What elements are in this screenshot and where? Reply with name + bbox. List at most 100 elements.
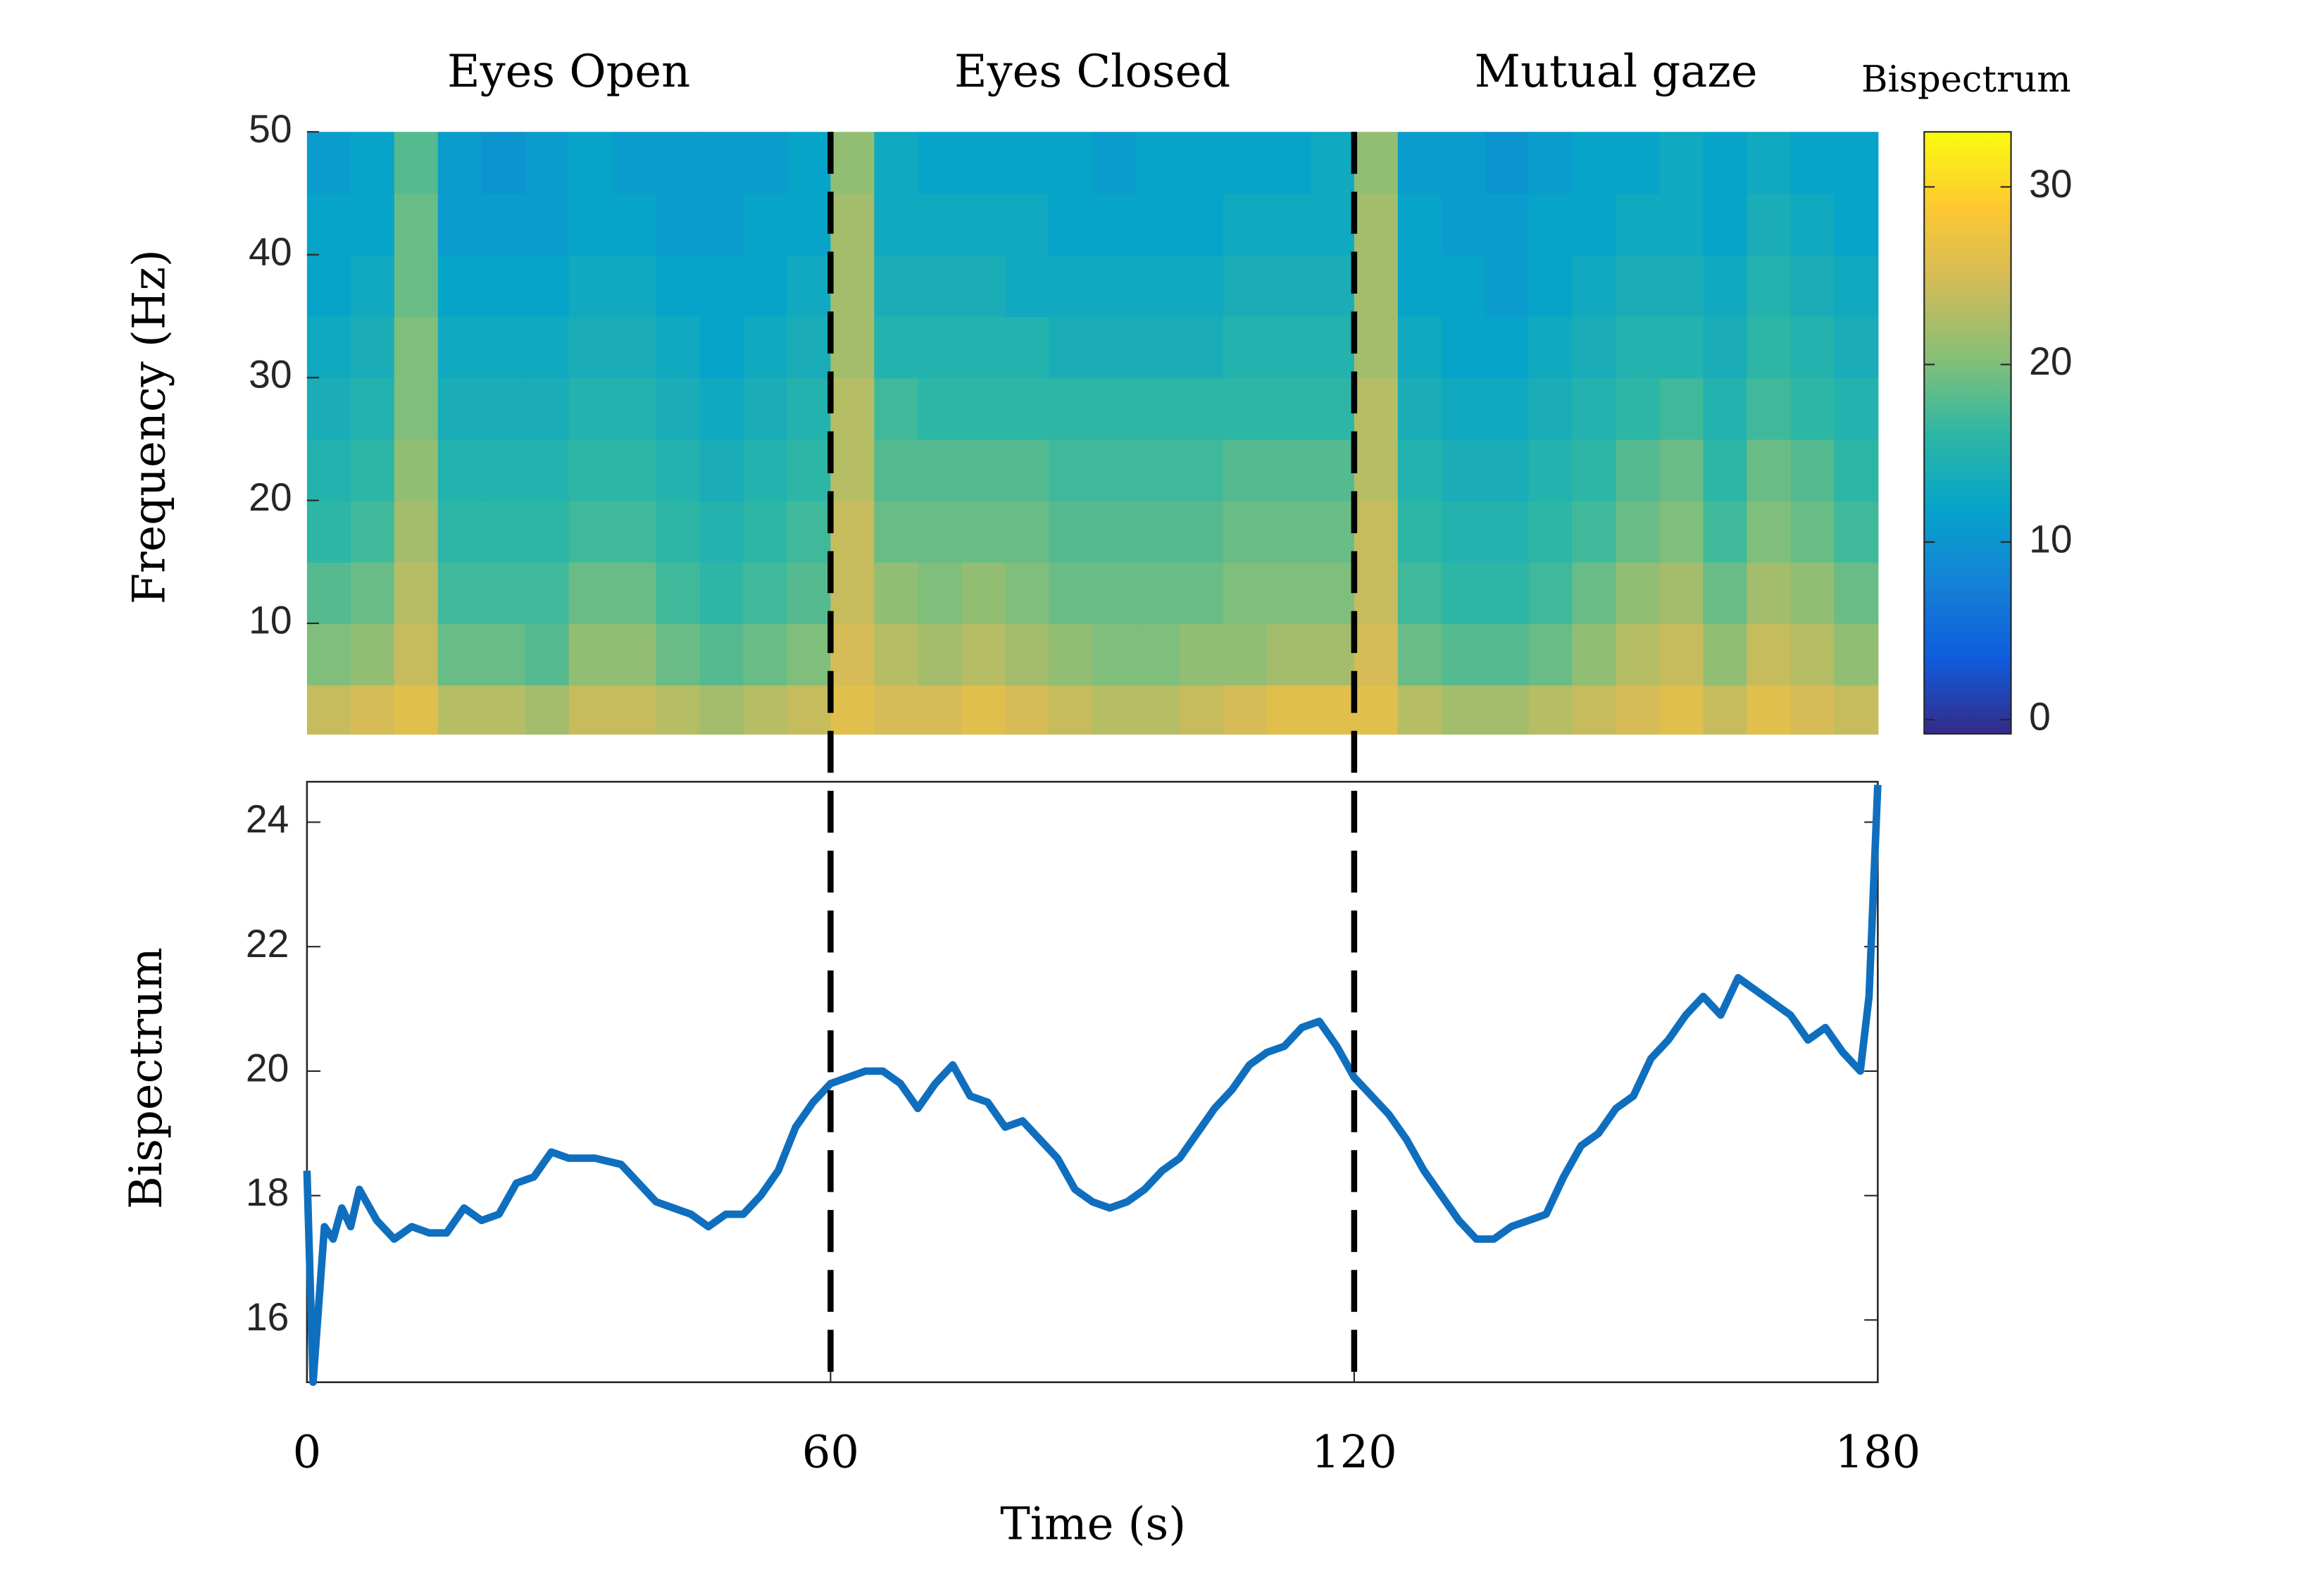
segment-label: Eyes Closed [954, 46, 1230, 98]
heatmap-cell [961, 439, 1006, 501]
heatmap-cell [568, 377, 613, 440]
heatmap-cell [1397, 254, 1442, 317]
heatmap-cell [787, 685, 832, 735]
heatmap-cell [437, 132, 482, 194]
heatmap-cell [787, 561, 832, 625]
heatmap-cell [1485, 132, 1530, 194]
heatmap-cell [787, 316, 832, 379]
heatmap-cell [350, 439, 395, 501]
heatmap-cell [787, 500, 832, 563]
heatmap-cell [1005, 439, 1050, 501]
heatmap-cell [1834, 623, 1879, 686]
colorbar-tick-label: 0 [2029, 694, 2051, 738]
heatmap-cell [437, 500, 482, 563]
heatmap-cell [1266, 439, 1311, 501]
heatmap-cell [961, 132, 1006, 194]
heatmap-cell [787, 377, 832, 440]
heatmap-cell [1397, 685, 1442, 735]
heatmap-cell [481, 623, 526, 686]
heatmap-cell [656, 254, 701, 317]
heatmap-cell [656, 685, 701, 735]
heatmap-cell [525, 377, 570, 440]
heatmap-cell [1049, 254, 1094, 317]
heatmap-cell [699, 377, 744, 440]
heatmap-cell [1354, 377, 1399, 440]
heatmap-cell [525, 561, 570, 625]
heatmap-cell [612, 623, 657, 686]
heatmap-cell [1397, 193, 1442, 256]
heatmap-cell [699, 193, 744, 256]
heatmap-cell [1659, 500, 1704, 563]
heatmap-cell [1747, 254, 1792, 317]
heatmap-cell [874, 254, 919, 317]
y-tick-label: 50 [249, 107, 292, 151]
heatmap-cell [1397, 623, 1442, 686]
heatmap-cell [1049, 561, 1094, 625]
x-tick-label: 180 [1835, 1426, 1921, 1478]
heatmap-cell [656, 561, 701, 625]
heatmap-cell [830, 377, 875, 440]
heatmap-cell [1528, 685, 1573, 735]
heatmap-cell [1005, 254, 1050, 317]
y-tick-label: 40 [249, 230, 292, 273]
heatmap-cell [1790, 623, 1835, 686]
colorbar-title: Bispectrum [1861, 59, 2071, 101]
heatmap-cell [1528, 439, 1573, 501]
heatmap-cell [1834, 254, 1879, 317]
heatmap-cell [1180, 377, 1225, 440]
heatmap-cell [918, 561, 963, 625]
heatmap-cell [961, 377, 1006, 440]
heatmap-cell [1747, 132, 1792, 194]
heatmap-cell [1180, 254, 1225, 317]
heatmap-cell [1703, 685, 1748, 735]
heatmap-cell [568, 132, 613, 194]
heatmap-cell [568, 254, 613, 317]
heatmap-cell [743, 561, 788, 625]
heatmap-cell [787, 132, 832, 194]
heatmap-cell [1092, 561, 1137, 625]
heatmap-cell [656, 439, 701, 501]
heatmap-cell [1180, 623, 1225, 686]
heatmap-cell [830, 439, 875, 501]
heatmap-cell [612, 254, 657, 317]
heatmap-cell [1180, 193, 1225, 256]
heatmap-cell [1616, 500, 1661, 563]
heatmap-cell [743, 193, 788, 256]
heatmap-cell [1834, 316, 1879, 379]
heatmap-cell [874, 193, 919, 256]
heatmap-cell [1266, 377, 1311, 440]
heatmap-cell [1747, 685, 1792, 735]
heatmap-cell [1136, 254, 1181, 317]
heatmap-cell [1790, 132, 1835, 194]
heatmap-cell [1747, 561, 1792, 625]
heatmap-cell [568, 561, 613, 625]
heatmap-cell [481, 685, 526, 735]
heatmap-cell [1223, 254, 1268, 317]
heatmap-cell [1092, 254, 1137, 317]
y-axis-label: Frequency (Hz) [123, 249, 175, 604]
heatmap-cell [743, 500, 788, 563]
heatmap-cell [612, 316, 657, 379]
heatmap-cell [699, 316, 744, 379]
heatmap-cell [1092, 132, 1137, 194]
heatmap-cell [787, 254, 832, 317]
heatmap-cell [961, 193, 1006, 256]
heatmap-cell [350, 316, 395, 379]
heatmap-cell [1528, 561, 1573, 625]
heatmap-cell [961, 561, 1006, 625]
heatmap-cell [1310, 685, 1355, 735]
heatmap-cell [1397, 561, 1442, 625]
heatmap-cell [1572, 500, 1617, 563]
heatmap-cell [1659, 193, 1704, 256]
heatmap-cell [1354, 254, 1399, 317]
heatmap-cell [1834, 377, 1879, 440]
heatmap-cell [1441, 561, 1486, 625]
heatmap-cell [918, 439, 963, 501]
heatmap-cell [1005, 316, 1050, 379]
heatmap-cell [874, 623, 919, 686]
heatmap-cell [1572, 193, 1617, 256]
line-series [303, 785, 1882, 1387]
heatmap-cell [525, 500, 570, 563]
heatmap-cell [1049, 623, 1094, 686]
